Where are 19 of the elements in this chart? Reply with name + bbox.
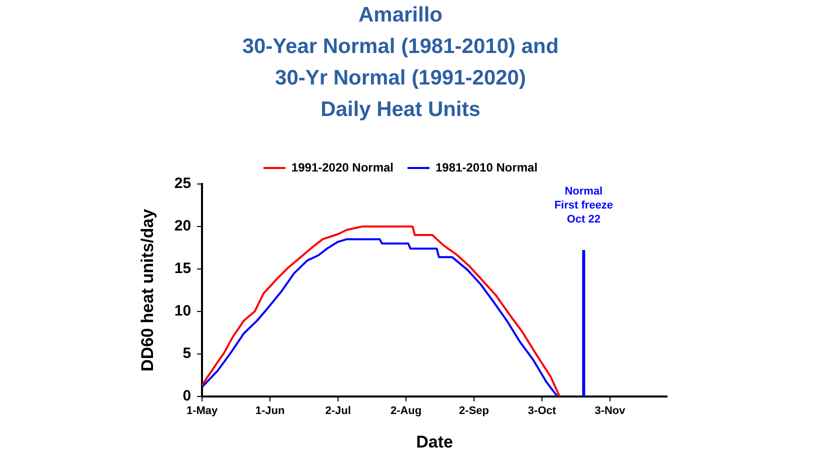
legend-label: 1981-2010 Normal [436,160,538,174]
y-tick-label: 10 [174,302,192,320]
y-tick-label: 25 [174,175,192,192]
y-tick-label: 5 [182,345,192,362]
x-tick-label: 1-May [186,405,219,418]
y-tick-label: 20 [174,218,192,235]
x-tick-label: 3-Oct [528,405,556,418]
x-tick-label: 1-Jun [255,405,286,418]
y-tick-label: 15 [174,260,192,278]
legend-label: 1991-2020 Normal [291,160,394,174]
x-tick-label: 2-Jul [325,405,351,418]
x-axis-title: Date [416,432,453,452]
x-tick-label: 2-Aug [390,405,422,418]
y-tick-label: 0 [182,388,192,405]
ref-line-label: Normal First freeze Oct 22 [554,186,614,226]
x-tick-label: 2-Sep [459,405,490,418]
y-axis-title: DD60 heat units/day [138,208,157,372]
chart-title: Amarillo 30-Year Normal (1981-2010) and 30-Yr Normal (1991-2020) Daily Heat Units [242,4,559,122]
x-tick-label: 3-Nov [594,405,626,418]
